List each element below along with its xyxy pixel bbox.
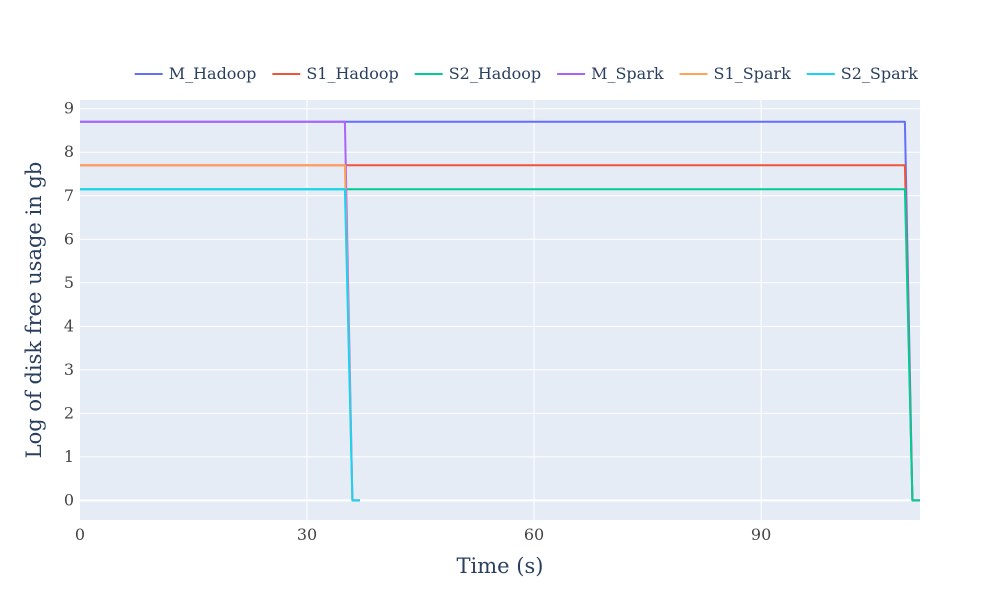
y-tick-label: 4 — [64, 316, 74, 335]
y-axis-title: Log of disk free usage in gb — [22, 162, 46, 459]
x-tick-label: 0 — [75, 525, 85, 544]
legend-label: M_Hadoop — [169, 64, 257, 83]
x-tick-label: 30 — [297, 525, 317, 544]
y-tick-label: 2 — [64, 403, 74, 422]
x-axis-ticks: 0 30 60 90 — [75, 525, 771, 544]
legend[interactable]: M_Hadoop S1_Hadoop S2_Hadoop M_Spark S1_Spar… — [134, 64, 919, 83]
legend-label: S2_Hadoop — [449, 64, 541, 83]
legend-item-m-hadoop[interactable]: M_Hadoop — [134, 64, 257, 83]
y-axis-ticks: 0 1 2 3 4 5 6 7 8 9 — [64, 99, 74, 510]
legend-item-s2-hadoop[interactable]: S2_Hadoop — [414, 64, 541, 83]
y-tick-label: 0 — [64, 490, 74, 509]
y-tick-label: 5 — [64, 273, 74, 292]
x-tick-label: 60 — [524, 525, 544, 544]
legend-label: S1_Spark — [714, 64, 792, 83]
legend-label: M_Spark — [591, 64, 664, 83]
y-tick-label: 3 — [64, 360, 74, 379]
y-tick-label: 9 — [64, 99, 74, 118]
series-line-s2-hadoop — [80, 188, 920, 502]
x-tick-label: 90 — [751, 525, 771, 544]
legend-item-m-spark[interactable]: M_Spark — [557, 64, 664, 83]
y-tick-label: 6 — [64, 229, 74, 248]
legend-item-s1-spark[interactable]: S1_Spark — [679, 64, 792, 83]
x-axis-title: Time (s) — [457, 554, 544, 578]
legend-item-s2-spark[interactable]: S2_Spark — [806, 64, 919, 83]
series-line-s2-spark — [80, 188, 360, 502]
y-tick-label: 7 — [64, 186, 74, 205]
gridlines — [80, 100, 920, 520]
legend-item-s1-hadoop[interactable]: S1_Hadoop — [272, 64, 399, 83]
series-layer — [80, 120, 920, 502]
plot-area — [80, 100, 920, 520]
y-tick-label: 1 — [64, 447, 74, 466]
y-tick-label: 8 — [64, 142, 74, 161]
legend-label: S1_Hadoop — [306, 64, 398, 83]
legend-label: S2_Spark — [841, 64, 919, 83]
